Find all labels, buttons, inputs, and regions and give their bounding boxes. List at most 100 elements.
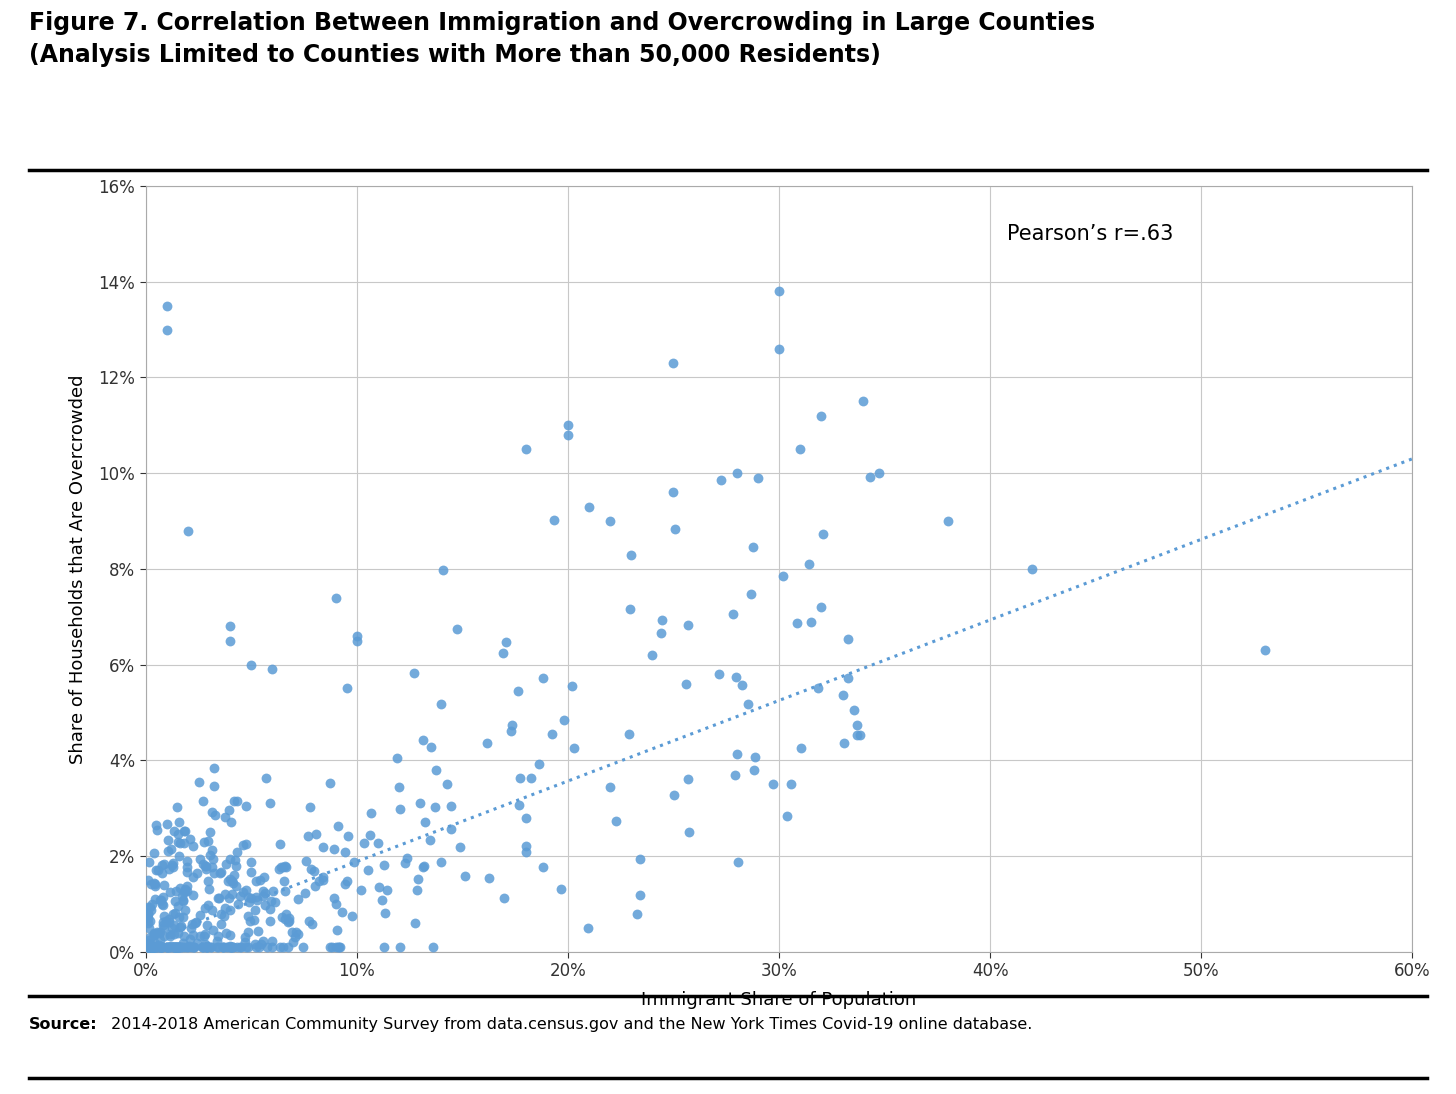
Point [137,919,160,936]
Point [156,831,179,849]
Point [214,856,237,873]
Point [199,939,223,956]
Point [629,886,652,904]
Point [165,939,188,956]
Point [220,813,243,830]
Point [304,825,328,842]
Text: Figure 7. Correlation Between Immigration and Overcrowding in Large Counties
(An: Figure 7. Correlation Between Immigratio… [29,11,1095,67]
Point [402,665,425,683]
Point [448,838,472,856]
Point [138,875,162,893]
Point [166,939,189,956]
Point [163,939,186,956]
Point [137,939,160,956]
Point [294,852,317,870]
Point [175,852,198,870]
Point [210,906,233,923]
Point [268,835,291,852]
Point [662,787,686,804]
Point [229,939,252,956]
Point [236,923,259,941]
Point [163,917,186,934]
Point [435,775,459,792]
Point [211,939,234,956]
Point [312,838,335,856]
Point [135,939,159,956]
Point [234,798,258,815]
Point [137,872,160,889]
Point [147,861,170,878]
Point [507,683,530,700]
Point [147,939,170,956]
Point [598,779,622,796]
Point [430,695,453,712]
Point [156,939,179,956]
Point [805,678,828,696]
Point [150,939,173,956]
Point [430,853,453,871]
Point [191,939,214,956]
Point [178,931,201,948]
Point [138,898,162,916]
Point [154,911,178,929]
Point [208,864,232,882]
Point [199,900,223,918]
Point [144,939,167,956]
Point [412,732,435,749]
Point [561,677,584,695]
Point [740,585,763,603]
Point [274,906,297,923]
Point [625,906,648,923]
Point [150,892,173,909]
Point [454,868,478,885]
Point [167,813,191,830]
Point [195,938,218,955]
Point [214,899,237,917]
Point [662,520,686,537]
Point [300,916,323,933]
Point [146,923,169,941]
Point [141,939,165,956]
Point [261,939,284,956]
Point [224,858,248,875]
Point [143,933,166,951]
Point [141,938,165,955]
Point [253,884,277,901]
Text: Pearson’s r=.63: Pearson’s r=.63 [1008,224,1174,244]
Point [166,897,189,915]
Point [179,939,202,956]
Point [440,820,463,838]
Point [176,936,199,954]
Point [191,939,214,956]
Point [163,939,186,956]
Point [223,866,246,884]
Point [761,775,785,792]
Point [604,813,628,830]
Point [204,806,227,824]
Point [298,861,322,878]
Point [294,884,317,901]
Point [191,856,214,873]
Point [149,939,172,956]
Point [137,939,160,956]
Point [319,775,342,792]
Point [387,939,411,956]
Point [159,939,182,956]
Point [261,932,284,950]
Point [170,887,194,905]
Point [641,647,664,664]
Point [280,923,303,941]
Point [214,924,237,942]
Point [218,617,242,635]
Point [183,915,207,932]
Point [140,939,163,956]
Point [199,939,223,956]
Point [149,931,172,948]
Point [135,939,159,956]
Point [232,884,255,901]
Point [341,908,364,926]
Point [140,939,163,956]
Point [240,853,264,871]
Point [224,877,248,895]
Point [411,858,434,875]
